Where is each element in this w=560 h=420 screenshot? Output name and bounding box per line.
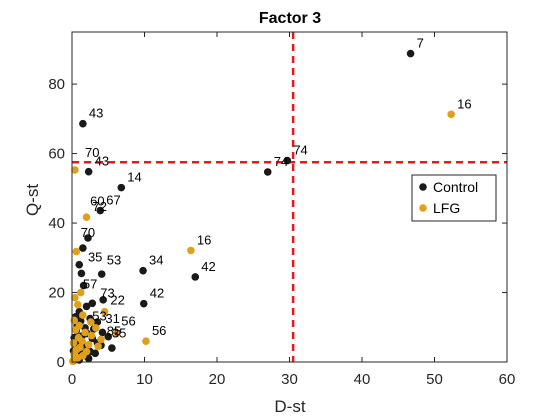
control-point bbox=[407, 50, 415, 58]
x-tick-label: 50 bbox=[426, 371, 443, 388]
point-label: 42 bbox=[150, 286, 164, 301]
y-tick-label: 40 bbox=[48, 215, 65, 232]
lfg-point bbox=[187, 247, 195, 255]
lfg-point bbox=[69, 358, 77, 366]
x-tick-label: 60 bbox=[499, 371, 516, 388]
x-tick-label: 0 bbox=[68, 371, 76, 388]
lfg-point bbox=[142, 337, 150, 345]
y-tick-label: 0 bbox=[57, 354, 65, 371]
lfg-point bbox=[94, 343, 102, 351]
point-label: 16 bbox=[457, 96, 471, 111]
point-label: 35 bbox=[112, 326, 126, 341]
y-tick-label: 20 bbox=[48, 285, 65, 302]
x-axis-label: D-st bbox=[274, 397, 305, 416]
lfg-point bbox=[447, 111, 455, 119]
control-point bbox=[108, 344, 116, 352]
lfg-point bbox=[88, 332, 96, 340]
point-label: 67 bbox=[106, 193, 120, 208]
point-label: 60 bbox=[90, 194, 104, 209]
point-label: 34 bbox=[149, 253, 163, 268]
lfg-point bbox=[70, 339, 78, 347]
lfg-point bbox=[79, 311, 87, 319]
point-label: 53 bbox=[107, 253, 121, 268]
control-point bbox=[79, 120, 87, 128]
control-point bbox=[140, 300, 148, 308]
y-axis-label: Q-st bbox=[23, 184, 42, 216]
legend-label-control: Control bbox=[433, 179, 478, 195]
point-label: 57 bbox=[83, 276, 97, 291]
x-tick-label: 20 bbox=[209, 371, 226, 388]
lfg-point bbox=[74, 301, 82, 309]
point-label: 14 bbox=[127, 170, 141, 185]
control-point bbox=[83, 303, 91, 311]
point-label: 7 bbox=[417, 36, 424, 51]
point-label: 74 bbox=[293, 143, 307, 158]
control-point bbox=[85, 168, 93, 176]
lfg-point bbox=[92, 324, 100, 332]
lfg-point bbox=[83, 213, 91, 221]
point-label: 42 bbox=[201, 259, 215, 274]
legend-marker-lfg bbox=[419, 204, 427, 212]
control-point bbox=[91, 350, 99, 358]
control-point bbox=[139, 267, 147, 275]
lfg-point bbox=[97, 336, 105, 344]
point-label: 22 bbox=[110, 293, 124, 308]
lfg-point bbox=[81, 329, 89, 337]
control-point bbox=[75, 261, 83, 269]
control-point bbox=[264, 168, 272, 176]
y-tick-label: 60 bbox=[48, 146, 65, 163]
point-label: 70 bbox=[81, 225, 95, 240]
x-tick-label: 30 bbox=[281, 371, 298, 388]
chart-title: Factor 3 bbox=[259, 10, 321, 27]
control-point bbox=[191, 273, 199, 281]
point-label: 70 bbox=[85, 145, 99, 160]
point-label: 56 bbox=[152, 323, 166, 338]
point-label: 74 bbox=[274, 154, 288, 169]
x-tick-label: 10 bbox=[136, 371, 153, 388]
lfg-point bbox=[73, 248, 81, 256]
x-tick-label: 40 bbox=[354, 371, 371, 388]
control-point bbox=[98, 270, 106, 278]
point-label: 16 bbox=[197, 232, 211, 247]
lfg-point bbox=[85, 341, 93, 349]
lfg-point bbox=[72, 326, 80, 334]
control-point bbox=[118, 184, 126, 192]
legend-label-lfg: LFG bbox=[433, 200, 460, 216]
legend: Control LFG bbox=[412, 175, 496, 221]
control-point bbox=[79, 244, 87, 252]
point-label: 35 bbox=[88, 249, 102, 264]
legend-marker-control bbox=[419, 183, 427, 191]
point-label: 43 bbox=[89, 106, 103, 121]
y-tick-label: 80 bbox=[48, 76, 65, 93]
